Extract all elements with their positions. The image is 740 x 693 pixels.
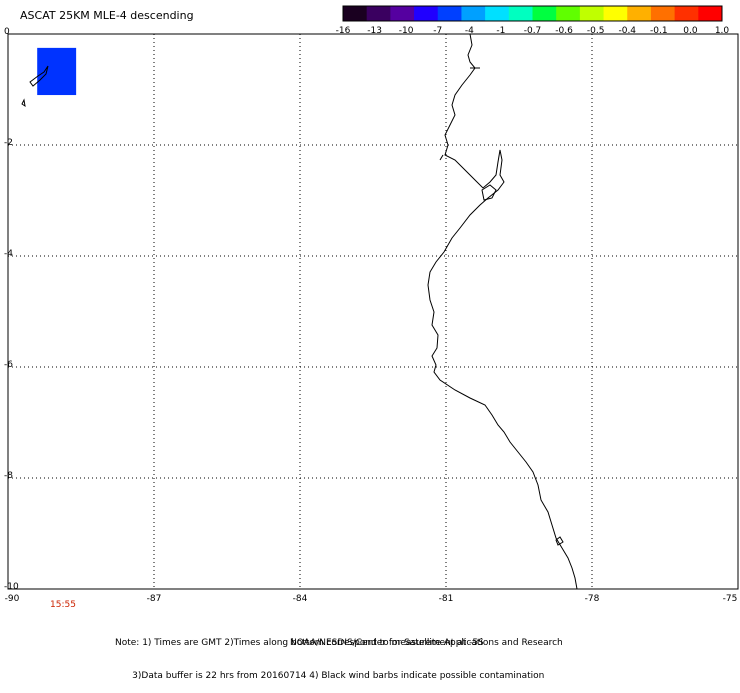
latitude-label: -2	[4, 138, 13, 148]
color-bar-segment	[343, 6, 368, 21]
map-plot	[7, 33, 739, 590]
latitude-label: -8	[4, 471, 13, 481]
timestamp-label: 15:55	[50, 600, 76, 610]
longitude-label: -84	[292, 594, 308, 604]
color-bar-segment	[603, 6, 628, 21]
map-gridlines	[7, 33, 739, 590]
color-bar-tick-label: 1.0	[714, 26, 730, 36]
longitude-label: -75	[722, 594, 738, 604]
color-bar-frame	[342, 5, 723, 22]
color-bar-segment	[698, 6, 723, 21]
coastline-south-america	[427, 33, 578, 590]
map-title: ASCAT 25KM MLE-4 descending	[20, 9, 194, 22]
color-bar-tick-label: -0.7	[523, 26, 542, 36]
color-bar-tick-label: -16	[335, 26, 351, 36]
galapagos-island-small	[21, 98, 26, 108]
galapagos-island-isabela	[29, 65, 49, 87]
color-bar-ticks: -16 -13 -10 -7 -4 -1 -0.7 -0.6 -0.5 -0.4 -0.1 0.0 1.…	[300, 26, 740, 38]
color-bar-segment	[461, 6, 486, 21]
note-line-1: Note: 1) Times are GMT 2)Times along bot…	[115, 638, 484, 648]
longitude-label: -87	[146, 594, 162, 604]
latitude-label: -10	[4, 582, 19, 592]
color-bar-tick-label: -13	[367, 26, 382, 36]
wind-data-patch	[37, 47, 77, 96]
color-bar	[342, 5, 723, 22]
longitude-label: -78	[584, 594, 600, 604]
map-frame	[7, 33, 739, 590]
longitude-label: -90	[4, 594, 20, 604]
coast-feature-puna	[439, 154, 444, 161]
color-bar-tick-label: -7	[433, 26, 443, 36]
color-bar-segment	[556, 6, 581, 21]
latitude-label: -6	[4, 360, 13, 370]
color-bar-segment	[414, 6, 439, 21]
latitude-label: 0	[4, 27, 10, 37]
latitude-label: -4	[4, 249, 13, 259]
color-bar-tick-label: 0.0	[683, 26, 698, 36]
color-bar-tick-label: -0.1	[650, 26, 668, 36]
color-bar-segment	[508, 6, 533, 21]
color-bar-tick-label: -0.4	[618, 26, 637, 36]
longitude-label: -81	[438, 594, 454, 604]
color-bar-tick-label: -1	[496, 26, 506, 36]
color-bar-tick-label: -0.5	[586, 26, 605, 36]
color-bar-segment	[579, 6, 605, 21]
color-bar-segment	[390, 6, 415, 21]
color-bar-segment	[674, 6, 699, 21]
color-bar-tick-label: -4	[464, 26, 474, 36]
note-text: Note: 1) Times are GMT 2)Times along bot…	[115, 616, 544, 693]
color-bar-tick-label: -0.6	[555, 26, 573, 36]
color-bar-segment	[627, 6, 652, 21]
color-bar-segment	[650, 6, 676, 21]
color-bar-segment	[485, 6, 510, 21]
note-line-2: 3)Data buffer is 22 hrs from 20160714 4)…	[115, 671, 545, 681]
color-bar-segment	[366, 6, 391, 21]
credit-text: NOAA/NESDIS/Center for Satellite Applica…	[290, 638, 563, 648]
color-bar-segment	[532, 6, 557, 21]
color-bar-segment	[437, 6, 462, 21]
gulf-of-guayaquil-island	[481, 184, 497, 201]
color-bar-tick-label: -10	[398, 26, 414, 36]
coast-islet-south	[555, 536, 564, 546]
